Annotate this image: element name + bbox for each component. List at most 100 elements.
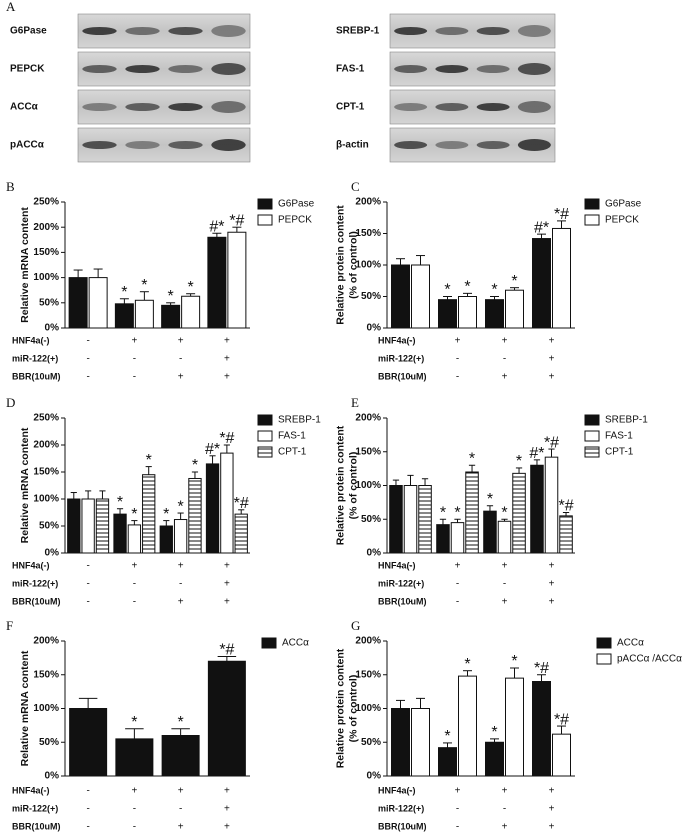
blot-label: FAS-1 bbox=[336, 64, 365, 75]
condition-sign: + bbox=[178, 597, 184, 608]
bar bbox=[458, 296, 477, 329]
y-tick-label: 150% bbox=[33, 247, 59, 258]
legend-label: CPT-1 bbox=[278, 447, 307, 458]
condition-sign: + bbox=[224, 354, 230, 365]
blot-band bbox=[82, 65, 117, 73]
significance-mark: * bbox=[487, 491, 493, 508]
condition-sign: - bbox=[409, 561, 412, 572]
y-axis-label: Relative protein content bbox=[334, 425, 346, 545]
condition-sign: - bbox=[86, 354, 89, 365]
legend-label: PEPCK bbox=[278, 215, 312, 226]
y-tick-label: 0% bbox=[45, 771, 60, 782]
significance-mark: *# bbox=[558, 498, 573, 515]
y-tick-label: 200% bbox=[355, 413, 381, 424]
bar bbox=[173, 519, 188, 554]
condition-label: BBR(10uM) bbox=[12, 371, 61, 381]
blot-band bbox=[435, 65, 469, 73]
bar bbox=[81, 498, 95, 554]
y-tick-label: 200% bbox=[355, 197, 381, 208]
bar bbox=[113, 513, 127, 554]
significance-mark: * bbox=[444, 728, 450, 745]
blot-band bbox=[125, 65, 160, 73]
blot-band bbox=[82, 27, 117, 35]
condition-sign: - bbox=[409, 786, 412, 797]
condition-sign: - bbox=[456, 804, 459, 815]
significance-mark: #* bbox=[209, 218, 224, 235]
bar bbox=[552, 227, 571, 329]
bar bbox=[552, 733, 571, 777]
condition-sign: + bbox=[502, 561, 508, 572]
condition-sign: - bbox=[409, 597, 412, 608]
condition-sign: - bbox=[86, 372, 89, 383]
blot-band bbox=[394, 103, 428, 111]
legend-label: CPT-1 bbox=[605, 447, 634, 458]
significance-mark: * bbox=[516, 453, 522, 470]
condition-sign: + bbox=[455, 561, 461, 572]
condition-sign: - bbox=[456, 597, 459, 608]
legend-swatch bbox=[584, 198, 600, 210]
bar bbox=[95, 498, 110, 554]
bar bbox=[391, 264, 410, 329]
significance-mark: * bbox=[440, 504, 446, 521]
y-tick-label: 100% bbox=[355, 260, 381, 271]
condition-sign: - bbox=[133, 804, 136, 815]
y-tick-label: 50% bbox=[361, 737, 381, 748]
blot-band bbox=[168, 27, 203, 35]
significance-mark: *# bbox=[534, 660, 549, 677]
significance-mark: * bbox=[131, 506, 137, 523]
blot-band bbox=[125, 141, 160, 149]
bar bbox=[465, 471, 479, 554]
legend-swatch bbox=[257, 414, 273, 426]
bar bbox=[69, 708, 108, 777]
bar bbox=[505, 289, 524, 329]
bar bbox=[411, 708, 430, 777]
significance-mark: #* bbox=[534, 219, 549, 236]
condition-sign: + bbox=[549, 579, 555, 590]
y-tick-label: 200% bbox=[355, 636, 381, 647]
blot-band bbox=[394, 141, 428, 149]
condition-sign: + bbox=[178, 372, 184, 383]
significance-mark: *# bbox=[234, 495, 249, 512]
condition-sign: + bbox=[549, 597, 555, 608]
blot-label: PEPCK bbox=[10, 64, 45, 75]
bar bbox=[389, 485, 403, 554]
condition-sign: + bbox=[549, 372, 555, 383]
condition-sign: + bbox=[549, 561, 555, 572]
condition-sign: + bbox=[131, 561, 137, 572]
blot-band bbox=[394, 27, 428, 35]
condition-sign: + bbox=[224, 579, 230, 590]
y-tick-label: 100% bbox=[33, 272, 59, 283]
blot-band bbox=[125, 103, 160, 111]
bar bbox=[207, 660, 246, 777]
legend-swatch bbox=[261, 637, 277, 649]
y-tick-label: 50% bbox=[39, 297, 59, 308]
condition-label: miR-122(+) bbox=[12, 578, 58, 588]
blot-band bbox=[211, 25, 246, 37]
condition-sign: - bbox=[456, 822, 459, 833]
condition-sign: + bbox=[549, 354, 555, 365]
significance-mark: * bbox=[491, 724, 497, 741]
condition-sign: + bbox=[178, 822, 184, 833]
bar bbox=[485, 299, 504, 329]
condition-sign: - bbox=[86, 579, 89, 590]
condition-sign: + bbox=[549, 786, 555, 797]
condition-sign: - bbox=[409, 336, 412, 347]
condition-label: HNF4a(-) bbox=[378, 785, 416, 795]
significance-mark: * bbox=[464, 656, 470, 673]
condition-sign: - bbox=[133, 597, 136, 608]
condition-sign: + bbox=[502, 822, 508, 833]
significance-mark: * bbox=[117, 494, 123, 511]
blot-band bbox=[435, 103, 469, 111]
significance-mark: *# bbox=[554, 711, 569, 728]
y-tick-label: 0% bbox=[45, 323, 60, 334]
condition-sign: - bbox=[409, 822, 412, 833]
bar bbox=[505, 677, 524, 777]
significance-mark: * bbox=[121, 284, 127, 301]
y-tick-label: 200% bbox=[33, 636, 59, 647]
y-tick-label: 0% bbox=[45, 548, 60, 559]
blot-label: CPT-1 bbox=[336, 102, 365, 113]
condition-sign: + bbox=[549, 336, 555, 347]
y-tick-label: 150% bbox=[355, 228, 381, 239]
bar bbox=[227, 231, 247, 329]
condition-sign: - bbox=[86, 597, 89, 608]
